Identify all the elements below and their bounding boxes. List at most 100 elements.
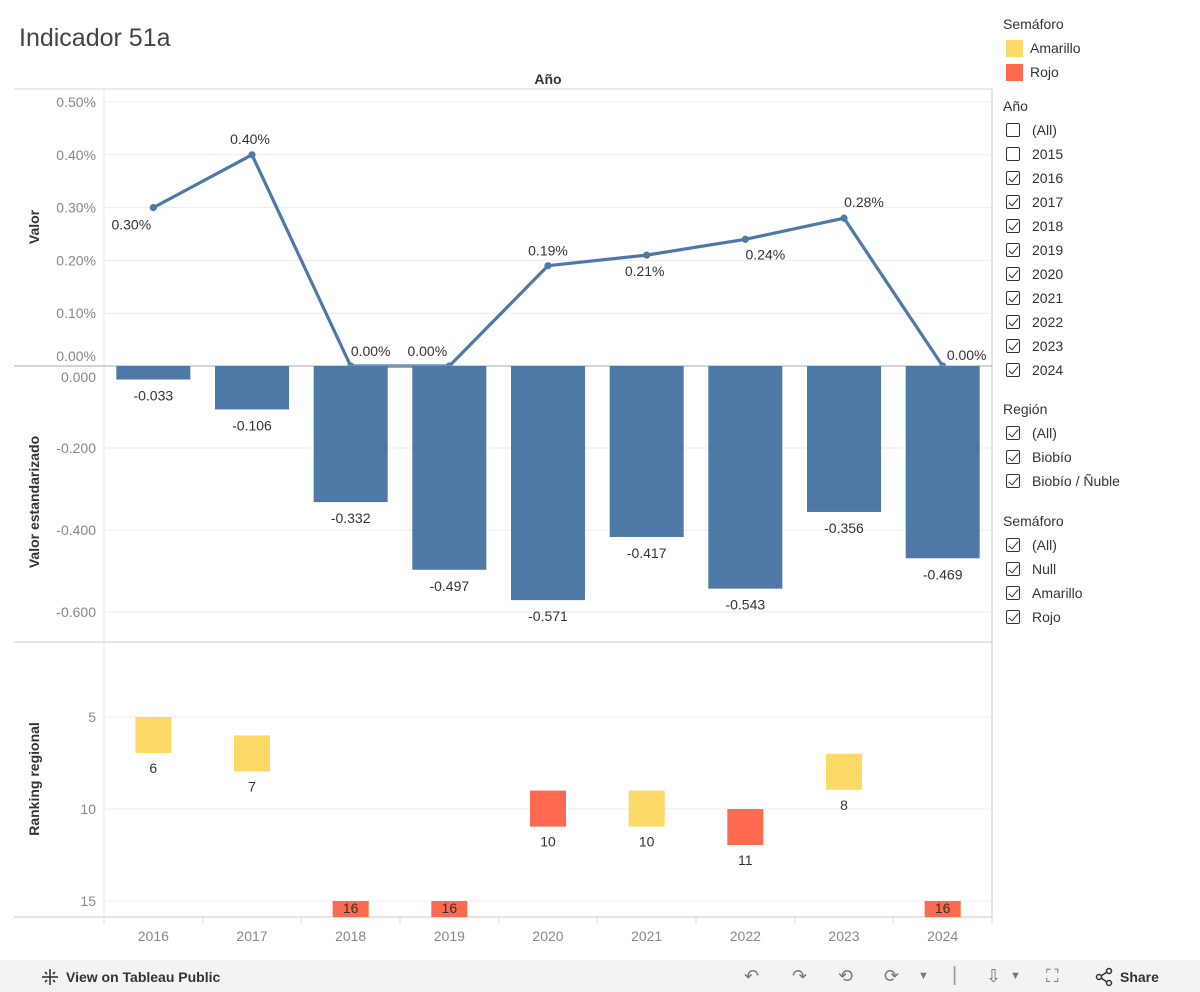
filter-option[interactable]: Biobío — [1006, 448, 1072, 466]
checkbox-empty-icon[interactable] — [1006, 123, 1020, 137]
filter-option[interactable]: 2024 — [1006, 361, 1063, 379]
data-label: 0.00% — [947, 347, 987, 363]
bar — [215, 366, 289, 410]
tableau-logo-icon — [42, 969, 58, 985]
filter-option[interactable]: 2023 — [1006, 337, 1063, 355]
legend-title: Semáforo — [1003, 16, 1064, 32]
checkbox-checked-icon[interactable] — [1006, 610, 1020, 624]
filter-option-label: Biobío / Ñuble — [1032, 473, 1120, 489]
x-tick-label: 2022 — [730, 928, 761, 944]
y-tick-label: 0.10% — [56, 305, 96, 321]
revert-icon[interactable]: ⟲ — [838, 966, 854, 986]
filter-option[interactable]: 2016 — [1006, 169, 1063, 187]
legend-item-rojo[interactable]: Rojo — [1006, 63, 1059, 81]
rank-label: 10 — [639, 834, 655, 850]
bar — [116, 366, 191, 380]
checkbox-checked-icon[interactable] — [1006, 171, 1020, 185]
data-label: 0.30% — [111, 217, 151, 233]
data-point — [840, 214, 848, 222]
checkbox-checked-icon[interactable] — [1006, 586, 1020, 600]
filter-option-label: 2021 — [1032, 290, 1064, 306]
fullscreen-icon[interactable]: ⛶ — [1046, 966, 1059, 986]
data-point — [544, 262, 552, 270]
redo-icon[interactable]: ↷ — [792, 966, 808, 986]
checkbox-checked-icon[interactable] — [1006, 219, 1020, 233]
rank-marker — [332, 901, 369, 917]
data-label: 0.28% — [844, 194, 884, 210]
filter-option[interactable]: 2017 — [1006, 193, 1063, 211]
checkbox-checked-icon[interactable] — [1006, 450, 1020, 464]
filter-title: Año — [1003, 98, 1028, 114]
checkbox-checked-icon[interactable] — [1006, 195, 1020, 209]
legend-swatch-rojo — [1006, 63, 1023, 81]
bar-label: -0.332 — [331, 510, 371, 526]
legend-item-amarillo[interactable]: Amarillo — [1006, 39, 1081, 57]
checkbox-checked-icon[interactable] — [1006, 363, 1020, 377]
filter-option[interactable]: (All) — [1006, 424, 1057, 442]
x-tick-label: 2024 — [927, 928, 958, 944]
filter-option[interactable]: 2018 — [1006, 217, 1063, 235]
legend-label: Amarillo — [1030, 40, 1081, 56]
rank-marker — [135, 717, 172, 753]
filter-option[interactable]: 2022 — [1006, 313, 1063, 331]
filter-option[interactable]: 2021 — [1006, 289, 1063, 307]
filter-option-label: Null — [1032, 561, 1057, 577]
checkbox-checked-icon[interactable] — [1006, 315, 1020, 329]
filter-option[interactable]: (All) — [1006, 536, 1057, 554]
filter-option-label: 2023 — [1032, 338, 1064, 354]
data-point — [149, 204, 157, 212]
bar — [807, 366, 881, 512]
chart-area: Año 0.00% 0.10% 0.20% 0.30% 0.40% 0.50% Valor 0.… — [14, 71, 993, 944]
filter-option-label: 2022 — [1032, 314, 1064, 330]
x-tick-label: 2017 — [236, 928, 267, 944]
filter-option[interactable]: Null — [1006, 560, 1056, 578]
page-title: Indicador 51a — [19, 24, 171, 52]
view-on-tableau-label: View on Tableau Public — [66, 969, 221, 985]
filter-option[interactable]: Rojo — [1006, 608, 1061, 626]
checkbox-checked-icon[interactable] — [1006, 562, 1020, 576]
y-tick-label: 0.40% — [56, 147, 96, 163]
undo-icon[interactable]: ↶ — [744, 966, 760, 986]
y-tick-label: 0.50% — [56, 94, 96, 110]
bar — [412, 366, 487, 570]
rank-label: 16 — [935, 900, 951, 916]
checkbox-checked-icon[interactable] — [1006, 426, 1020, 440]
filter-option-label: Biobío — [1032, 449, 1072, 465]
view-on-tableau-link[interactable]: View on Tableau Public — [40, 967, 220, 987]
checkbox-checked-icon[interactable] — [1006, 267, 1020, 281]
y-axis-label: Valor estandarizado — [26, 436, 42, 568]
filter-option[interactable]: 2020 — [1006, 265, 1063, 283]
filter-option[interactable]: (All) — [1006, 121, 1057, 139]
share-label: Share — [1120, 969, 1159, 985]
chevron-down-icon[interactable]: ▼ — [1010, 970, 1021, 982]
chevron-down-icon[interactable]: ▼ — [918, 970, 929, 982]
filter-option[interactable]: Amarillo — [1006, 584, 1083, 602]
checkbox-checked-icon[interactable] — [1006, 291, 1020, 305]
bar-label: -0.417 — [627, 545, 667, 561]
checkbox-empty-icon[interactable] — [1006, 147, 1020, 161]
filter-option-label: (All) — [1032, 425, 1057, 441]
y-tick-label: -0.400 — [56, 522, 96, 538]
checkbox-checked-icon[interactable] — [1006, 474, 1020, 488]
y-tick-label: 0.000 — [61, 369, 96, 385]
filter-option-label: 2018 — [1032, 218, 1064, 234]
checkbox-checked-icon[interactable] — [1006, 538, 1020, 552]
filter-option[interactable]: Biobío / Ñuble — [1006, 472, 1120, 490]
data-point — [248, 151, 256, 159]
share-button[interactable]: Share — [1094, 967, 1159, 987]
column-header: Año — [534, 71, 561, 87]
x-tick-label: 2018 — [335, 928, 366, 944]
rank-marker — [628, 790, 665, 827]
bar — [905, 366, 980, 559]
bar — [511, 366, 585, 601]
checkbox-checked-icon[interactable] — [1006, 243, 1020, 257]
bar-label: -0.033 — [133, 388, 173, 404]
y-tick-label: 0.30% — [56, 200, 96, 216]
filter-option[interactable]: 2015 — [1006, 145, 1063, 163]
checkbox-checked-icon[interactable] — [1006, 339, 1020, 353]
filter-option[interactable]: 2019 — [1006, 241, 1063, 259]
download-icon[interactable]: ⇩ — [986, 966, 1002, 986]
refresh-icon[interactable]: ⟳ — [884, 966, 900, 986]
rank-marker — [826, 753, 862, 790]
rank-label: 16 — [343, 900, 359, 916]
